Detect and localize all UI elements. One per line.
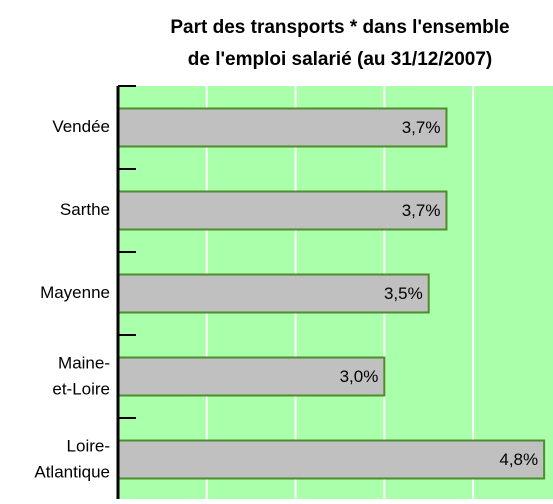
chart-title: de l'emploi salarié (au 31/12/2007) — [188, 49, 492, 70]
value-label: 3,5% — [384, 284, 423, 303]
y-tick-label: Maine-et-Loire — [52, 354, 110, 399]
value-label: 3,7% — [402, 201, 441, 220]
value-label: 4,8% — [499, 450, 538, 469]
bar — [117, 273, 430, 314]
bar — [117, 107, 448, 148]
bar — [117, 439, 546, 480]
y-tick-label: Sarthe — [60, 200, 110, 219]
value-label: 3,7% — [402, 118, 441, 137]
chart-title: Part des transports * dans l'ensemble — [170, 17, 509, 38]
y-tick-label: Vendée — [52, 117, 110, 136]
bar — [117, 190, 448, 231]
y-tick-label: Mayenne — [40, 283, 110, 302]
y-tick-label: Loire-Atlantique — [34, 437, 110, 482]
value-label: 3,0% — [340, 367, 379, 386]
